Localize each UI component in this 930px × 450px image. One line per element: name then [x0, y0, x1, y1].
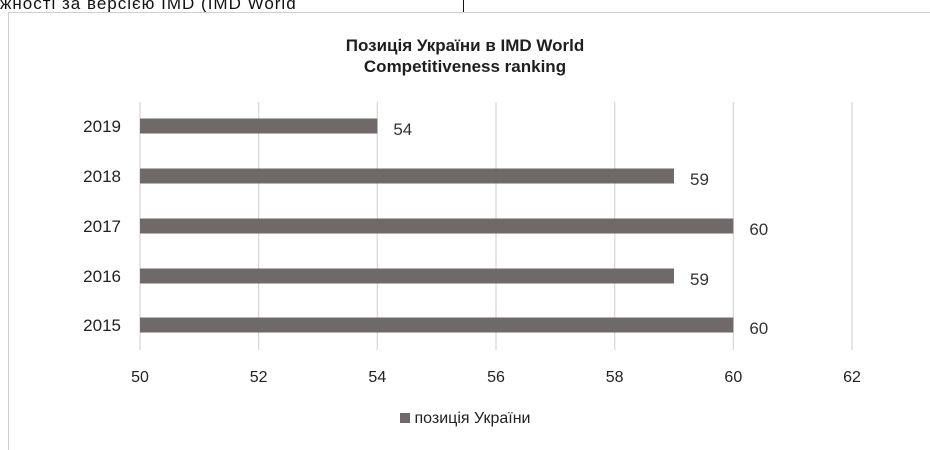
chart-title-line-2: Competitiveness ranking [363, 57, 567, 76]
x-tick-label: 52 [250, 369, 268, 386]
text-cursor [463, 0, 464, 12]
bar-2018 [140, 168, 674, 184]
chart-title-line-1: Позиція України в IMD World [345, 36, 585, 55]
category-label-2015: 2015 [83, 316, 121, 335]
category-label-2017: 2017 [83, 217, 121, 236]
x-tick-label: 62 [843, 369, 861, 386]
legend-swatch [399, 413, 410, 423]
data-label-2018: 59 [690, 170, 709, 189]
legend-label: позиція України [414, 410, 531, 427]
data-label-2017: 60 [749, 220, 768, 239]
data-label-2019: 54 [393, 120, 412, 139]
category-label-2019: 2019 [83, 117, 121, 136]
chart-frame [8, 12, 930, 450]
bar-2017 [140, 218, 734, 234]
x-tick-label: 58 [606, 369, 624, 386]
x-tick-label: 60 [724, 369, 742, 386]
bar-2019 [140, 118, 378, 134]
chart-legend: позиція України [0, 410, 930, 428]
bar-2015 [140, 317, 734, 333]
category-label-2016: 2016 [83, 267, 121, 286]
data-label-2015: 60 [749, 319, 768, 338]
data-label-2016: 59 [690, 270, 709, 289]
category-label-2018: 2018 [83, 167, 121, 186]
x-tick-label: 50 [131, 369, 149, 386]
document-text-fragment: жності за версією IMD (IMD World [0, 0, 297, 13]
x-tick-label: 56 [487, 369, 505, 386]
bar-2016 [140, 268, 674, 284]
x-tick-label: 54 [368, 369, 386, 386]
